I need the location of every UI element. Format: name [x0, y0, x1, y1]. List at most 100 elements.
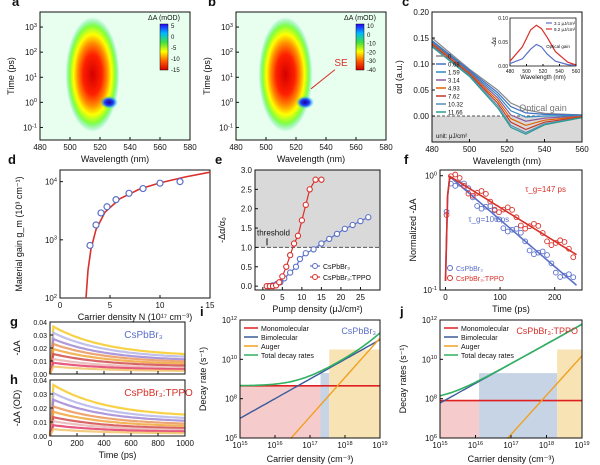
- y-tick-f-label: 10-1: [423, 286, 437, 295]
- panel-label-b: b: [208, 0, 216, 9]
- inset-y-tick-label: 0.00: [498, 64, 508, 70]
- y-tick-a-label: 10-1: [23, 123, 37, 132]
- panel-label-a: a: [12, 0, 20, 9]
- data-point-f: [469, 194, 476, 201]
- data-point-f: [496, 209, 502, 216]
- x-axis-label-c: Wavelength (nm): [473, 156, 541, 166]
- data-point-e: [318, 176, 325, 183]
- x-tick-i-label: 1015: [232, 441, 247, 450]
- x-tick-i-label: 1019: [372, 441, 387, 450]
- data-point-e: [287, 252, 294, 259]
- x-tick-f-label: 200: [548, 293, 562, 302]
- legend-label-c: 7.62: [448, 95, 460, 101]
- y-tick-e-label: 1.5: [241, 224, 253, 233]
- data-point-e: [306, 186, 313, 193]
- x-tick-j-label: 1019: [574, 441, 589, 450]
- x-tick-b-label: 520: [289, 143, 303, 152]
- legend-label-j: Total decay rates: [461, 353, 514, 360]
- heatmap-bleach-feature-b: [258, 17, 313, 132]
- decay-curve-g: [48, 365, 186, 375]
- bimolecular-region-j: [479, 373, 558, 438]
- y-axis-label-d: Material gain g_m (10³ cm⁻¹): [14, 176, 24, 291]
- series-line-c: [431, 45, 583, 134]
- data-point-d: [103, 203, 111, 211]
- data-point-d: [86, 241, 94, 250]
- x-tick-e-label: 15: [317, 293, 326, 302]
- y-tick-g-label: 0.02: [33, 346, 47, 353]
- legend-label-c: 4.93: [448, 87, 460, 93]
- legend-label-f: CsPbBr₃: [456, 266, 483, 273]
- y-axis-label-h: -ΔA (OD): [12, 390, 22, 427]
- x-tick-a-label: 480: [33, 143, 47, 152]
- x-tick-a-label: 580: [183, 143, 197, 152]
- heatmap-bleach-feature-a: [65, 17, 120, 132]
- x-tick-c-label: 500: [463, 145, 477, 154]
- data-point-e: [292, 263, 300, 270]
- x-tick-a-label: 540: [123, 143, 137, 152]
- decay-curve-h: [48, 398, 186, 437]
- decay-curve-g: [48, 361, 186, 375]
- x-axis-label-e: Pump density (μJ/cm²): [272, 304, 362, 314]
- y-axis-label-j: Decay rates (s⁻¹): [398, 345, 408, 414]
- data-point-f: [552, 269, 559, 276]
- y-tick-g-label: 0.04: [33, 320, 47, 327]
- data-point-f: [570, 274, 577, 281]
- decay-curve-h: [49, 428, 185, 437]
- annotation-arrow-b: [310, 69, 336, 90]
- inset-series-line-c: [509, 24, 577, 66]
- y-tick-c-label: 0.15: [413, 34, 429, 43]
- panel-label-g: g: [10, 314, 18, 329]
- data-point-f: [539, 248, 546, 255]
- y-tick-e-label: 0.5: [241, 263, 253, 272]
- x-tick-label-h: 400: [97, 439, 111, 448]
- y-tick-g-label: 0.00: [33, 372, 47, 379]
- series-label-i: CsPbBr₃: [341, 326, 376, 336]
- y-tick-j-label: 106: [425, 434, 437, 443]
- legend-label-e: CsPbBr₃: [323, 264, 350, 271]
- bimolecular-region-i: [320, 373, 330, 438]
- x-tick-i-label: 1016: [267, 441, 282, 450]
- series-line-c: [431, 46, 583, 135]
- x-axis-label-h: Time (ps): [99, 450, 137, 460]
- legend-label-f: CsPbBr₃:TPPO: [456, 276, 505, 283]
- data-point-d: [176, 178, 184, 186]
- inset-series-line-c: [509, 43, 577, 67]
- data-point-f: [452, 183, 459, 189]
- data-point-f: [504, 204, 511, 211]
- series-line-c: [431, 42, 583, 122]
- series-line-c: [431, 40, 583, 116]
- inset-y-tick-label: 0.10: [498, 16, 508, 22]
- colorbar-tick-a: 5: [171, 24, 175, 30]
- x-tick-c-label: 480: [425, 145, 439, 154]
- colorbar-tick-b: 0: [367, 33, 371, 39]
- fit-line-d: [85, 171, 211, 299]
- inset-x-tick-label: 540: [555, 69, 564, 75]
- series-line-c: [431, 43, 583, 127]
- auger-region-j: [557, 349, 582, 438]
- inset-x-tick-label: 500: [522, 69, 531, 75]
- data-point-d: [139, 184, 147, 193]
- data-point-e: [318, 240, 325, 247]
- data-point-e: [310, 246, 317, 253]
- y-tick-i-label: 1010: [222, 355, 237, 364]
- colorbar-b: [355, 23, 365, 71]
- legend-label-i: Monomolecular: [261, 326, 310, 333]
- legend-marker-f: [447, 275, 453, 281]
- decay-curve-g: [48, 331, 186, 375]
- y-tick-h-label: 0.03: [33, 392, 47, 399]
- y-tick-h-label: 0.02: [33, 406, 47, 413]
- x-tick-label-h: 200: [70, 439, 84, 448]
- data-point-f: [522, 225, 529, 232]
- y-axis-label-f: Normalized -ΔA: [408, 198, 418, 261]
- x-tick-j-label: 1018: [539, 441, 554, 450]
- decay-curve-h: [48, 383, 186, 437]
- x-tick-c-label: 540: [538, 145, 552, 154]
- data-point-e: [365, 214, 372, 221]
- y-axis-label-a: Time (ps): [6, 57, 16, 95]
- data-point-e: [290, 240, 298, 247]
- colorbar-tick-a: -10: [171, 57, 180, 63]
- colorbar-tick-b: -30: [367, 59, 376, 65]
- y-tick-h-label: 0.01: [33, 420, 47, 427]
- series-label-g: CsPbBr₃: [124, 330, 163, 341]
- data-point-e: [302, 250, 309, 257]
